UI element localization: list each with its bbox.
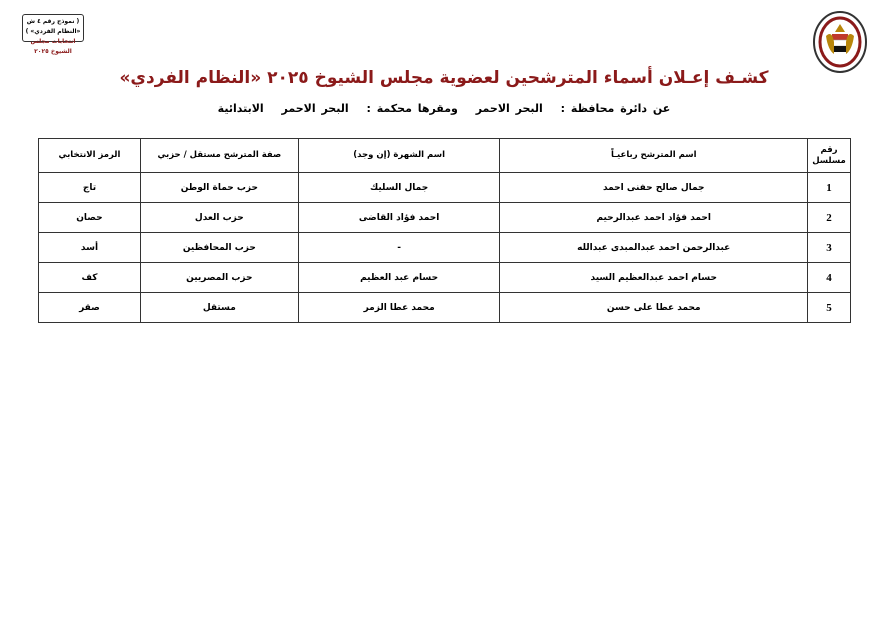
header-full-name: اسم المترشح رباعيـاً xyxy=(499,138,809,173)
symbol-cell: أسد xyxy=(38,232,141,263)
serial-cell: 4 xyxy=(807,262,851,293)
court-label: ومقرها محكمة : xyxy=(366,102,458,115)
full-name-cell: جمال صالح حفنى احمد xyxy=(499,172,809,203)
affiliation-cell: حزب المحافظين xyxy=(139,232,299,263)
affiliation-cell: حزب العدل xyxy=(139,202,299,233)
form-number: ( نموذج رقم ٤ ش «النظام الفردي» ) xyxy=(25,18,81,35)
candidates-table: رقم مسلسل اسم المترشح رباعيـاً اسم الشهرة … xyxy=(38,138,851,323)
serial-cell: 1 xyxy=(807,172,851,203)
serial-cell: 3 xyxy=(807,232,851,263)
full-name-cell: عبدالرحمن احمد عبدالمبدى عبدالله xyxy=(499,232,809,263)
nickname-cell: جمال السليك xyxy=(297,172,501,203)
symbol-cell: حصان xyxy=(38,202,141,233)
nickname-cell: - xyxy=(297,232,501,263)
full-name-cell: حسام احمد عبدالعظيم السيد xyxy=(499,262,809,293)
header-symbol: الرمز الانتخابي xyxy=(38,138,141,173)
affiliation-cell: حزب حماة الوطن xyxy=(139,172,299,203)
table-row: 1 جمال صالح حفنى احمد جمال السليك حزب حماة … xyxy=(38,172,851,203)
affiliation-cell: مستقل xyxy=(139,292,299,323)
nickname-cell: حسام عبد العظيم xyxy=(297,262,501,293)
district-info: عن دائرة محافظة : البحر الاحمر ومقرها مح… xyxy=(0,102,888,115)
court-type: الابتدائية xyxy=(217,102,264,115)
table-row: 5 محمد عطا على حسن محمد عطا الزمر مستقل صقر xyxy=(38,292,851,323)
page-title: كشـف إعـلان أسماء المترشحين لعضوية مجلس … xyxy=(119,68,769,88)
header-affiliation: صفة المترشح مستقل / حزبي xyxy=(139,138,299,173)
serial-cell: 2 xyxy=(807,202,851,233)
district-value: البحر الاحمر xyxy=(475,102,543,115)
table-row: 3 عبدالرحمن احمد عبدالمبدى عبدالله - حزب ال… xyxy=(38,232,851,263)
court-value: البحر الاحمر xyxy=(281,102,349,115)
form-election: انتخابات مجلس الشيوخ ٢٠٢٥ xyxy=(30,38,76,55)
table-row: 4 حسام احمد عبدالعظيم السيد حسام عبد العظي… xyxy=(38,262,851,293)
election-authority-logo xyxy=(813,11,867,73)
form-number-box: ( نموذج رقم ٤ ش «النظام الفردي» ) انتخاب… xyxy=(22,14,84,55)
symbol-cell: كف xyxy=(38,262,141,293)
header-serial: رقم مسلسل xyxy=(807,138,851,173)
nickname-cell: محمد عطا الزمر xyxy=(297,292,501,323)
header-nickname: اسم الشهرة (إن وجد) xyxy=(297,138,501,173)
table-row: 2 احمد فؤاد احمد عبدالرحيم احمد فؤاد القاض… xyxy=(38,202,851,233)
serial-cell: 5 xyxy=(807,292,851,323)
full-name-cell: احمد فؤاد احمد عبدالرحيم xyxy=(499,202,809,233)
table-header: رقم مسلسل اسم المترشح رباعيـاً اسم الشهرة … xyxy=(38,138,851,173)
affiliation-cell: حزب المصريين xyxy=(139,262,299,293)
district-label: عن دائرة محافظة : xyxy=(560,102,671,115)
symbol-cell: صقر xyxy=(38,292,141,323)
full-name-cell: محمد عطا على حسن xyxy=(499,292,809,323)
symbol-cell: تاج xyxy=(38,172,141,203)
nickname-cell: احمد فؤاد القاضى xyxy=(297,202,501,233)
